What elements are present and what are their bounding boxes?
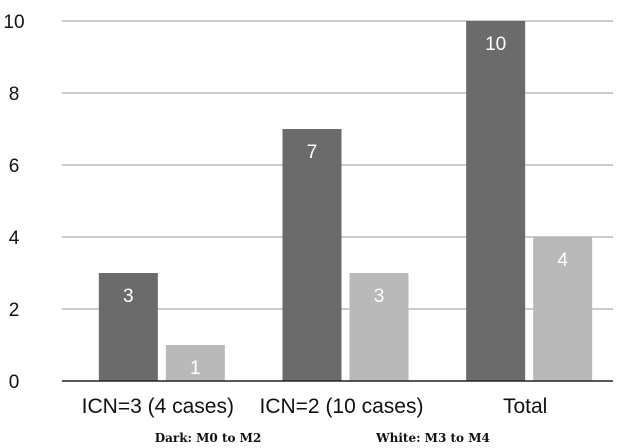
legend-note-dark: Dark: M0 to M2 (155, 431, 262, 445)
data-label: 4 (557, 250, 568, 271)
data-labels: 3 1 7 3 10 4 (123, 34, 568, 379)
data-label: 3 (374, 286, 385, 307)
bar (165, 345, 225, 381)
legend-note-white: White: M3 to M4 (375, 431, 490, 445)
bar (466, 21, 526, 381)
data-label: 3 (123, 286, 134, 307)
data-label: 10 (485, 34, 506, 55)
category-label: Total (503, 395, 547, 418)
y-tick-label: 8 (9, 84, 20, 105)
y-tick-label: 2 (9, 300, 20, 321)
bar (349, 273, 409, 381)
data-label: 7 (307, 142, 318, 163)
bar (282, 129, 342, 381)
y-tick-label: 10 (3, 12, 24, 33)
y-tick-label: 4 (9, 228, 20, 249)
y-tick-label: 0 (9, 372, 20, 393)
y-axis-ticks: 0 2 4 6 8 10 (3, 12, 24, 393)
bar (533, 237, 593, 381)
category-label: ICN=2 (10 cases) (260, 395, 424, 418)
data-label: 1 (190, 358, 201, 379)
bar (98, 273, 158, 381)
y-tick-label: 6 (9, 156, 20, 177)
category-labels: ICN=3 (4 cases) ICN=2 (10 cases) Total (82, 395, 548, 418)
bars (98, 21, 593, 381)
category-label: ICN=3 (4 cases) (82, 395, 234, 418)
